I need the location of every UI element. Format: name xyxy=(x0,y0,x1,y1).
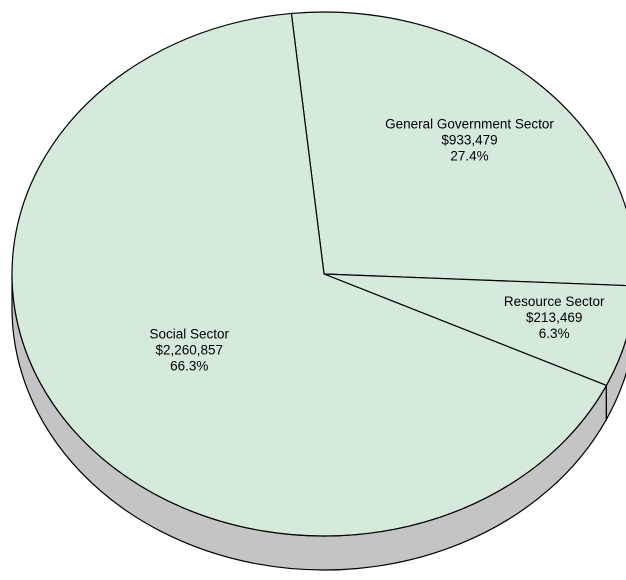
slice-name: Social Sector xyxy=(149,326,229,341)
pie-labels: General Government Sector $933,479 27.4% Re… xyxy=(149,116,604,373)
pie-label-2: Social Sector $2,260,857 66.3% xyxy=(149,326,229,373)
slice-value: $2,260,857 xyxy=(155,342,223,357)
slice-percent: 27.4% xyxy=(450,148,488,163)
slice-name: Resource Sector xyxy=(504,294,605,309)
pie-slice-general-government-sector xyxy=(290,11,626,287)
pie-slices xyxy=(11,11,626,537)
slice-value: $933,479 xyxy=(441,132,497,147)
pie-slice-resource-sector xyxy=(323,273,626,387)
slice-value: $213,469 xyxy=(526,310,582,325)
pie-slice-social-sector xyxy=(11,12,607,537)
slice-percent: 6.3% xyxy=(539,326,570,341)
slice-percent: 66.3% xyxy=(170,358,208,373)
slice-name: General Government Sector xyxy=(385,116,554,131)
pie-label-1: Resource Sector $213,469 6.3% xyxy=(504,294,605,341)
pie-label-0: General Government Sector $933,479 27.4% xyxy=(385,116,554,163)
